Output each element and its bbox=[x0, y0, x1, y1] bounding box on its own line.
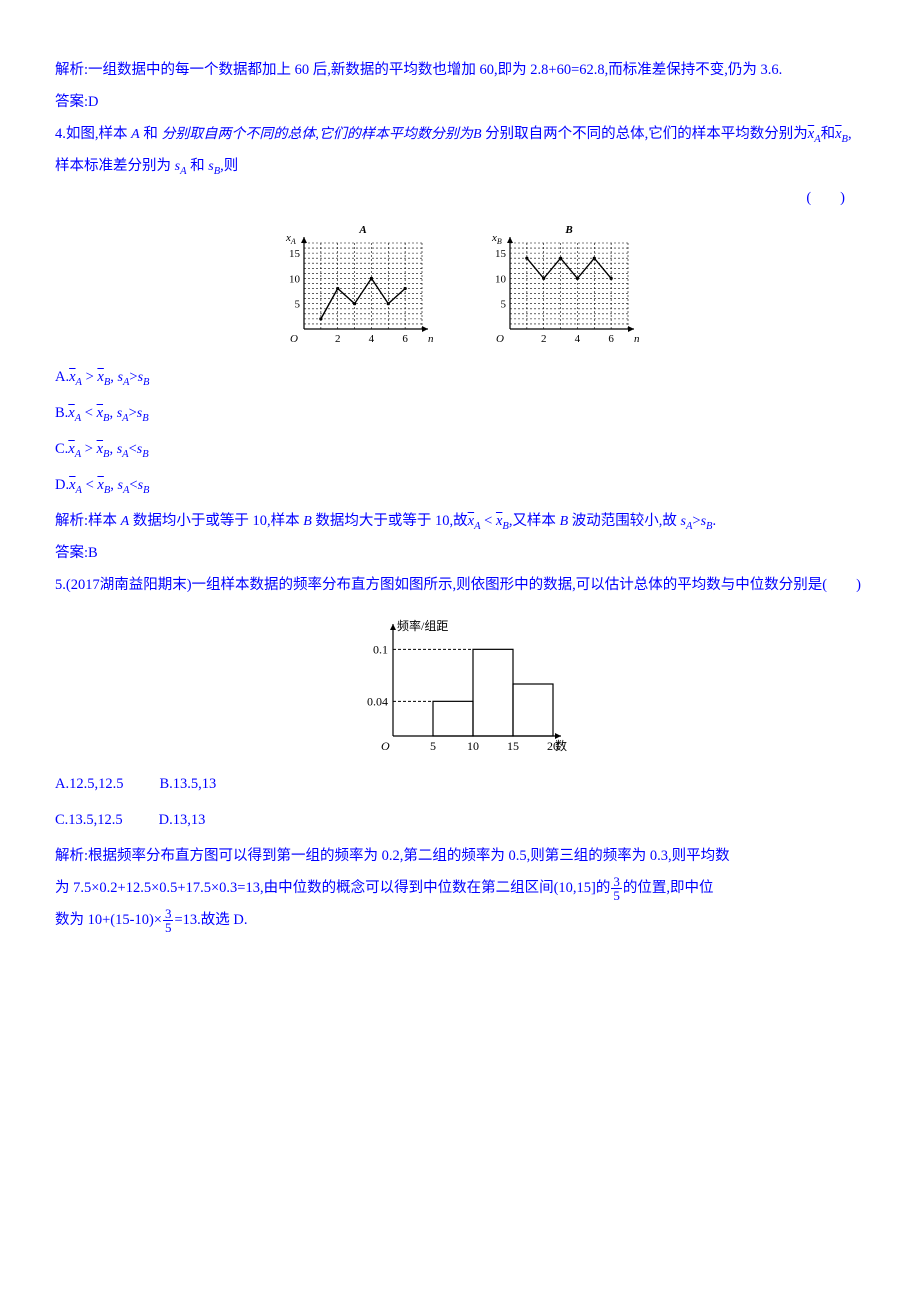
svg-text:15: 15 bbox=[495, 248, 507, 260]
svg-text:15: 15 bbox=[507, 739, 519, 753]
q4-an-m2: 数据均大于或等于 10,故 bbox=[312, 513, 468, 529]
q3-answer: 答案:D bbox=[55, 87, 865, 119]
chart-a: A51015246OnxA bbox=[272, 339, 442, 355]
q4-an-A: A bbox=[121, 514, 130, 529]
frac1-num: 3 bbox=[611, 875, 622, 889]
svg-text:5: 5 bbox=[430, 739, 436, 753]
q4-an-B2: B bbox=[560, 514, 569, 529]
q4-sampleA: A bbox=[131, 127, 140, 142]
q4-an-m3: ,又样本 bbox=[509, 513, 560, 529]
q5-optA: A.12.5,12.5 bbox=[55, 776, 123, 792]
histogram: 0.040.15101520O频率/组距数 bbox=[345, 746, 575, 762]
svg-text:0.04: 0.04 bbox=[367, 694, 388, 708]
q4-mid2b: 分别取自两个不同的总体,它们的样本平均数分别为 bbox=[482, 126, 808, 142]
svg-text:2: 2 bbox=[335, 333, 341, 345]
q4-option: C.xA > xB, sA<sB bbox=[55, 434, 865, 466]
q4-sampleB: 分别取自两个不同的总体,它们的样本平均数分别为 bbox=[161, 127, 473, 142]
svg-text:xA: xA bbox=[285, 232, 296, 246]
q4-analysis: 解析:样本 A 数据均小于或等于 10,样本 B 数据均大于或等于 10,故xA… bbox=[55, 506, 865, 538]
q5-an2-post: 的位置,即中位 bbox=[623, 880, 714, 896]
q4-an-pre: 解析:样本 bbox=[55, 513, 121, 529]
svg-text:A: A bbox=[359, 224, 367, 236]
frac2-num: 3 bbox=[163, 907, 174, 921]
q4-options: A.xA > xB, sA>sB B.xA < xB, sA>sB C.xA > x… bbox=[55, 362, 865, 502]
svg-text:n: n bbox=[428, 333, 434, 345]
q4-an-lt: < bbox=[481, 513, 496, 529]
q4-charts: A51015246OnxA B51015246OnxB bbox=[55, 221, 865, 355]
svg-text:0.1: 0.1 bbox=[373, 642, 388, 656]
svg-text:2: 2 bbox=[541, 333, 547, 345]
svg-text:O: O bbox=[381, 739, 390, 753]
frac2-den: 5 bbox=[163, 921, 174, 934]
chart-b: B51015246OnxB bbox=[478, 339, 648, 355]
q5-stem: 5.(2017湖南益阳期末)一组样本数据的频率分布直方图如图所示,则依图形中的数… bbox=[55, 570, 865, 602]
svg-text:4: 4 bbox=[574, 333, 580, 345]
q4-an-end: . bbox=[712, 513, 716, 529]
q4-pre: 4.如图,样本 bbox=[55, 126, 131, 142]
q5-an3-pre: 数为 10+(15-10)× bbox=[55, 912, 162, 928]
svg-text:数: 数 bbox=[555, 738, 567, 753]
q5-analysis2: 为 7.5×0.2+12.5×0.5+17.5×0.3=13,由中位数的概念可以… bbox=[55, 873, 865, 905]
svg-text:n: n bbox=[634, 333, 640, 345]
fraction-2: 35 bbox=[163, 907, 174, 934]
q4-an-B: B bbox=[303, 514, 312, 529]
svg-text:频率/组距: 频率/组距 bbox=[397, 618, 448, 633]
q5-opts-row1: A.12.5,12.5 B.13.5,13 bbox=[55, 769, 865, 801]
q5-analysis3: 数为 10+(15-10)×35=13.故选 D. bbox=[55, 905, 865, 937]
svg-text:10: 10 bbox=[495, 273, 507, 285]
svg-text:5: 5 bbox=[500, 298, 506, 310]
svg-text:6: 6 bbox=[403, 333, 409, 345]
q4-sampleB2: B bbox=[473, 127, 482, 142]
q4-option: B.xA < xB, sA>sB bbox=[55, 398, 865, 430]
q4-answer: 答案:B bbox=[55, 538, 865, 570]
q4-option: D.xA < xB, sA<sB bbox=[55, 470, 865, 502]
q4-an-m4: 波动范围较小,故 bbox=[568, 513, 680, 529]
q5-an2-pre: 为 7.5×0.2+12.5×0.5+17.5×0.3=13,由中位数的概念可以… bbox=[55, 880, 610, 896]
q5-histogram-holder: 0.040.15101520O频率/组距数 bbox=[55, 608, 865, 762]
q4-stem: 4.如图,样本 A 和 分别取自两个不同的总体,它们的样本平均数分别为 分别取自… bbox=[55, 119, 865, 183]
svg-text:10: 10 bbox=[289, 273, 301, 285]
q5-optC: C.13.5,12.5 bbox=[55, 812, 123, 828]
q4-end: ,则 bbox=[220, 158, 238, 174]
q5-optB: B.13.5,13 bbox=[159, 776, 216, 792]
q4-option: A.xA > xB, sA>sB bbox=[55, 362, 865, 394]
q4-an-gt: > bbox=[692, 513, 700, 529]
q5-an3-post: =13.故选 D. bbox=[174, 912, 247, 928]
svg-text:6: 6 bbox=[608, 333, 614, 345]
q4-mid4: 和 bbox=[187, 158, 209, 174]
svg-text:xB: xB bbox=[491, 232, 502, 246]
q4-mid1: 和 bbox=[140, 126, 162, 142]
frac1-den: 5 bbox=[611, 889, 622, 902]
fraction-1: 35 bbox=[611, 875, 622, 902]
q5-analysis1: 解析:根据频率分布直方图可以得到第一组的频率为 0.2,第二组的频率为 0.5,… bbox=[55, 841, 865, 873]
q5-opts-row2: C.13.5,12.5 D.13,13 bbox=[55, 805, 865, 837]
svg-text:10: 10 bbox=[467, 739, 479, 753]
svg-text:4: 4 bbox=[369, 333, 375, 345]
svg-text:O: O bbox=[496, 333, 504, 345]
svg-text:O: O bbox=[290, 333, 298, 345]
q4-paren: ( ) bbox=[806, 183, 845, 215]
q5-optD: D.13,13 bbox=[159, 812, 206, 828]
svg-text:B: B bbox=[564, 224, 572, 236]
q3-analysis: 解析:一组数据中的每一个数据都加上 60 后,新数据的平均数也增加 60,即为 … bbox=[55, 55, 865, 87]
svg-text:5: 5 bbox=[295, 298, 301, 310]
q4-and: 和 bbox=[821, 126, 836, 142]
svg-text:15: 15 bbox=[289, 248, 301, 260]
q4-an-m1: 数据均小于或等于 10,样本 bbox=[129, 513, 303, 529]
